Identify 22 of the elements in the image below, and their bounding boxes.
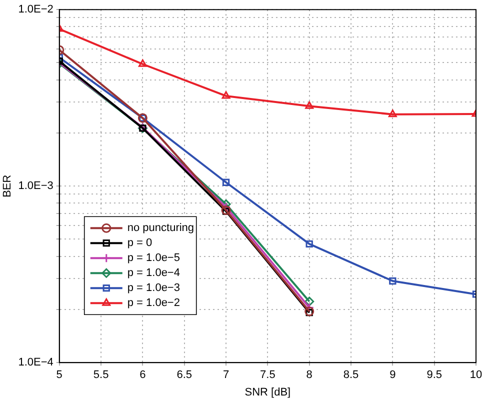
legend-label: p = 1.0e−3	[127, 282, 180, 294]
legend-label: p = 1.0e−4	[127, 267, 180, 280]
x-tick-label: 10	[470, 369, 482, 382]
legend-label: p = 1.0e−5	[127, 252, 180, 264]
x-tick-label: 6.5	[176, 369, 192, 382]
x-tick-label: 8.5	[343, 369, 359, 382]
x-tick-label: 5.5	[93, 369, 109, 382]
x-tick-label: 5	[56, 369, 62, 382]
y-tick-label: 1.0E−2	[18, 4, 54, 16]
x-tick-label: 8	[306, 369, 312, 382]
y-tick-label: 1.0E−3	[18, 180, 54, 192]
x-tick-label: 7	[222, 369, 230, 382]
x-axis-title: SNR [dB]	[244, 386, 291, 398]
x-tick-label: 6	[140, 369, 146, 382]
x-tick-label: 9	[390, 369, 396, 382]
x-tick-label: 7.5	[260, 369, 276, 382]
y-tick-label: 1.0E−4	[18, 356, 54, 369]
legend-label: p = 1.0e−2	[127, 297, 180, 310]
legend-label: no puncturing	[127, 222, 194, 234]
legend-label: p = 0	[127, 237, 152, 250]
y-axis-title: BER	[2, 174, 14, 198]
x-tick-label: 9.5	[426, 369, 442, 382]
